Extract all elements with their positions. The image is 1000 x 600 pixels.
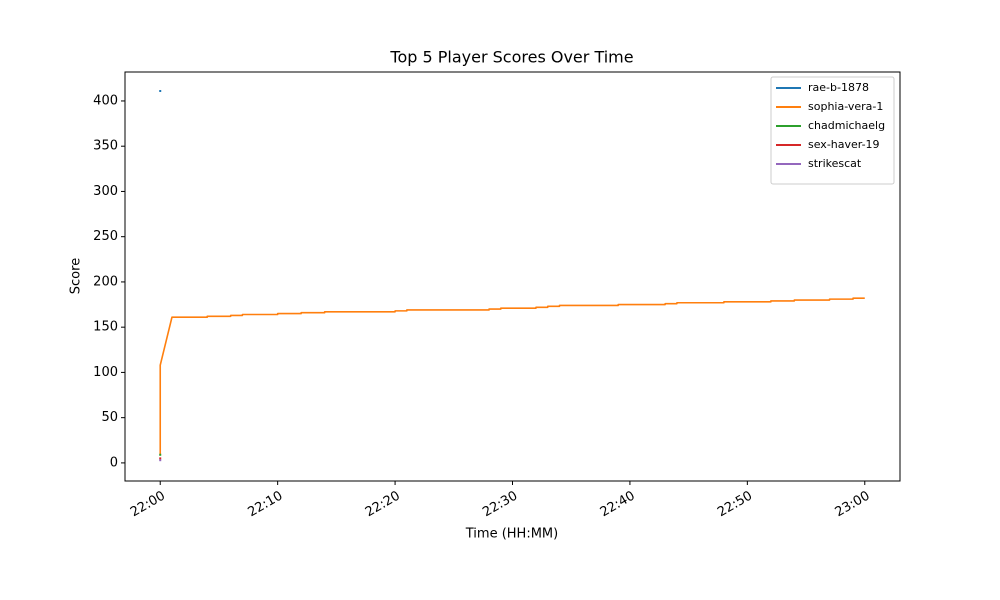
y-tick-label: 100 [93, 365, 118, 380]
y-tick-label: 250 [93, 229, 118, 244]
legend-text: chadmichaelg [808, 119, 885, 132]
legend-box [770, 76, 895, 185]
y-tick-label: 400 [93, 93, 118, 108]
legend-text: rae-b-1878 [808, 81, 869, 94]
x-axis-label: Time (HH:MM) [465, 527, 558, 542]
y-tick-label: 50 [101, 410, 118, 425]
legend-text: strikescat [808, 157, 862, 170]
y-tick-label: 150 [93, 320, 118, 335]
series-line [159, 297, 865, 456]
plot-frame [124, 71, 901, 482]
legend-text: sex-haver-19 [808, 138, 880, 151]
legend-text: sophia-vera-1 [808, 100, 883, 113]
y-tick-label: 350 [93, 139, 118, 154]
y-tick-label: 200 [93, 274, 118, 289]
chart-title: Top 5 Player Scores Over Time [389, 48, 633, 67]
y-tick-label: 300 [93, 184, 118, 199]
y-axis-label: Score [69, 258, 84, 294]
y-tick-label: 0 [110, 455, 118, 470]
